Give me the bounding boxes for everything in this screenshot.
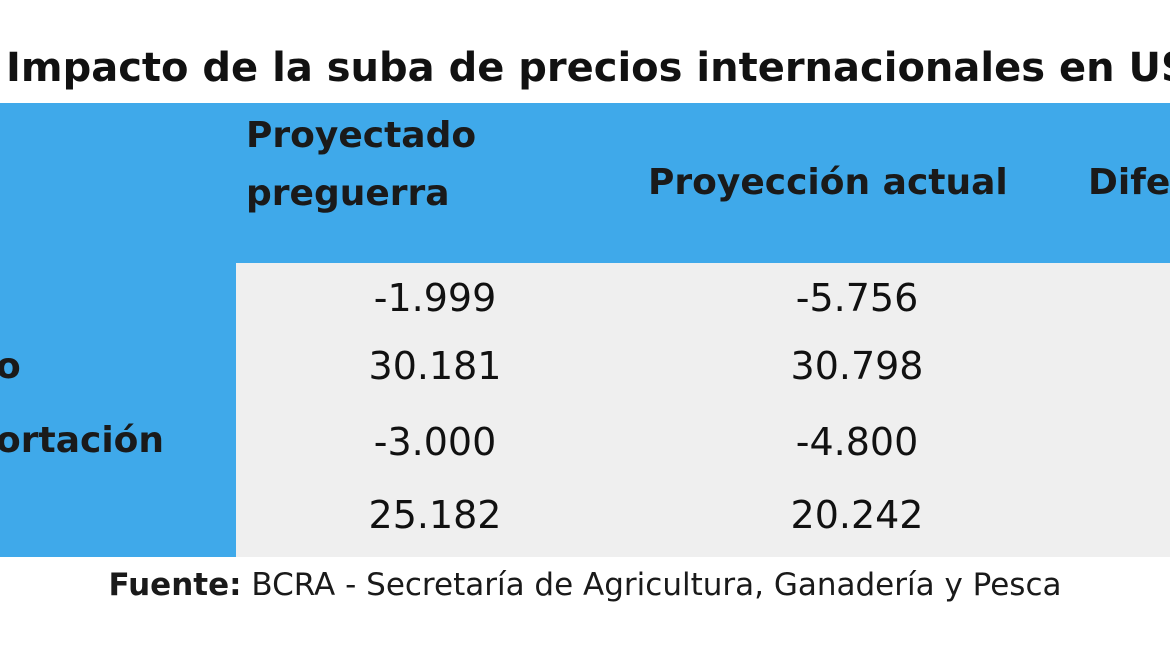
cell-row4-preguerra: 25.182	[368, 493, 502, 537]
cell-row1-actual: -5.756	[795, 276, 919, 320]
row-label-3: ortación	[0, 420, 165, 461]
cell-row2-actual: 30.798	[790, 344, 924, 388]
cell-row2-preguerra: 30.181	[368, 344, 502, 388]
cell-row4-actual: 20.242	[790, 493, 924, 537]
table-header-band	[0, 103, 1170, 263]
column-header-line-2: preguerra	[246, 173, 450, 214]
cell-row3-actual: -4.800	[795, 420, 919, 464]
row-label-column	[0, 263, 236, 557]
cell-row3-preguerra: -3.000	[373, 420, 497, 464]
column-header-proyeccion-actual: Proyección actual	[648, 162, 1008, 203]
source-prefix: Fuente:	[108, 567, 242, 603]
cell-row1-preguerra: -1.999	[373, 276, 497, 320]
table-body	[236, 263, 1170, 557]
column-header-line-1: Proyectado	[246, 115, 477, 156]
table-title: Impacto de la suba de precios internacio…	[6, 45, 1170, 91]
source-text: BCRA - Secretaría de Agricultura, Ganade…	[241, 567, 1062, 603]
column-header-diferencia: Dife	[1088, 162, 1170, 203]
column-header-proyectado-preguerra: Proyectado preguerra	[246, 107, 476, 223]
source-note: Fuente: BCRA - Secretaría de Agricultura…	[0, 562, 1170, 608]
row-label-2: o	[0, 346, 21, 387]
